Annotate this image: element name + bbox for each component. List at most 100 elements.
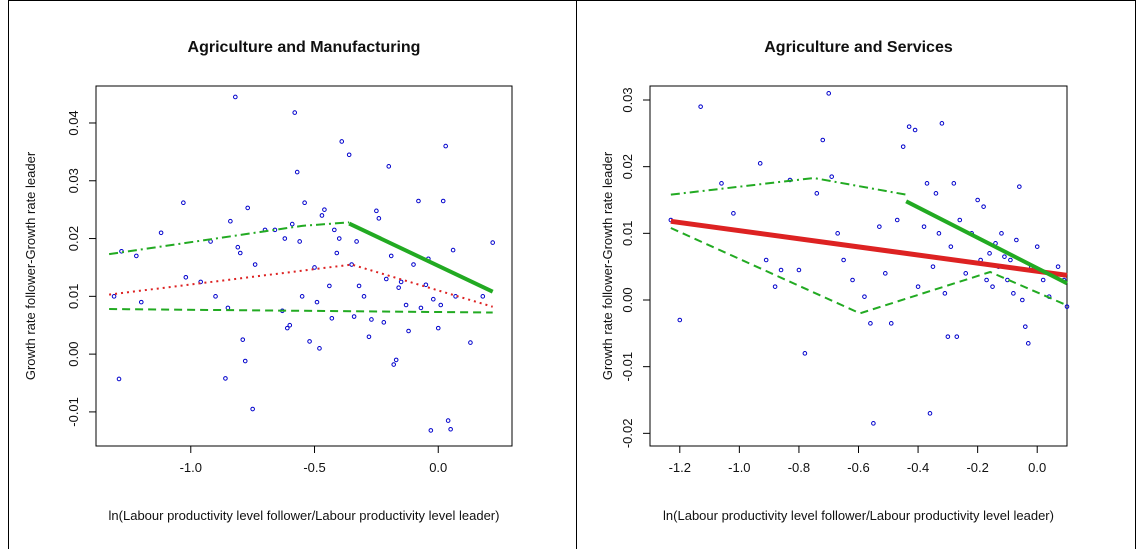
data-point [329, 315, 335, 321]
data-point [383, 276, 389, 282]
fit-line [108, 263, 493, 308]
data-point [1014, 237, 1019, 243]
data-point [731, 211, 736, 216]
data-point [443, 143, 448, 149]
data-point [826, 91, 832, 96]
data-point [445, 418, 451, 423]
data-point [418, 305, 424, 311]
data-point [698, 104, 703, 109]
data-point [428, 428, 434, 433]
data-point [490, 240, 495, 245]
data-point [369, 317, 374, 322]
data-point [963, 271, 969, 276]
y-tick-label: -0.02 [620, 419, 635, 449]
data-point [677, 317, 683, 323]
data-point [480, 294, 486, 299]
data-point [307, 339, 312, 344]
data-point [871, 421, 876, 426]
x-tick-label: 0.0 [429, 460, 447, 475]
data-point [349, 262, 354, 267]
x-tick-label: -0.4 [907, 460, 929, 475]
plot-box [95, 85, 513, 447]
data-point [138, 299, 144, 305]
fit-line [905, 199, 1068, 286]
data-point [287, 322, 293, 328]
data-point [416, 198, 421, 204]
data-point [924, 181, 930, 186]
data-point [951, 181, 957, 186]
data-point [850, 277, 855, 283]
data-point [1008, 257, 1013, 263]
y-axis-label: Growth rate follower-Growth rate leader [23, 151, 38, 380]
y-tick-label: 0.00 [66, 341, 81, 366]
data-point [719, 181, 724, 186]
data-point [289, 221, 295, 227]
data-point [778, 267, 784, 273]
x-tick-label: -1.0 [180, 460, 202, 475]
data-point [936, 231, 942, 236]
data-point [900, 144, 906, 149]
data-point [351, 314, 357, 319]
data-point [975, 197, 980, 203]
data-point [250, 406, 255, 412]
data-point [1055, 264, 1061, 269]
data-point [158, 230, 164, 236]
x-tick-label: -0.6 [847, 460, 869, 475]
data-point [930, 264, 936, 269]
data-point [240, 337, 246, 342]
data-point [393, 357, 399, 363]
data-point [183, 274, 189, 280]
fit-line [670, 218, 1068, 278]
data-point [299, 294, 305, 299]
data-point [233, 94, 238, 100]
data-point [332, 227, 337, 233]
data-point [423, 282, 429, 288]
data-point [796, 267, 802, 273]
fit-line [108, 221, 350, 256]
fit-line [670, 176, 907, 196]
y-tick-label: 0.02 [620, 154, 635, 179]
chart-title: Agriculture and Services [764, 39, 953, 56]
data-point [1040, 277, 1046, 283]
data-point [327, 283, 332, 289]
data-point [386, 164, 392, 169]
x-axis-label: ln(Labour productivity level follower/La… [109, 508, 500, 523]
data-point [957, 217, 963, 223]
data-point [381, 320, 387, 325]
data-point [906, 124, 912, 129]
data-point [302, 200, 307, 206]
data-point [802, 351, 808, 356]
data-point [948, 244, 954, 249]
data-point [990, 284, 995, 289]
data-point [440, 198, 446, 204]
y-tick-label: 0.04 [66, 110, 81, 135]
data-point [406, 328, 411, 334]
data-point [228, 218, 233, 224]
data-point [1064, 304, 1070, 309]
data-point [388, 253, 394, 259]
x-tick-label: -1.2 [669, 460, 691, 475]
data-point [814, 191, 820, 196]
x-tick-label: -0.5 [303, 460, 325, 475]
fit-line [670, 227, 1068, 315]
data-point [411, 262, 416, 267]
data-point [820, 137, 826, 143]
data-point [450, 247, 456, 253]
data-point [134, 253, 139, 259]
data-point [438, 302, 444, 308]
data-point [346, 152, 352, 158]
data-point [336, 236, 342, 241]
data-point [999, 231, 1004, 236]
data-point [1034, 244, 1040, 249]
data-point [1020, 297, 1025, 303]
y-tick-label: -0.01 [66, 397, 81, 427]
data-point [835, 231, 840, 236]
data-point [954, 334, 960, 339]
data-point [945, 334, 951, 339]
data-point [431, 296, 436, 302]
data-point [235, 244, 241, 250]
data-point [252, 262, 258, 267]
data-point [984, 277, 989, 283]
data-point [829, 174, 834, 179]
fit-line [348, 221, 494, 294]
